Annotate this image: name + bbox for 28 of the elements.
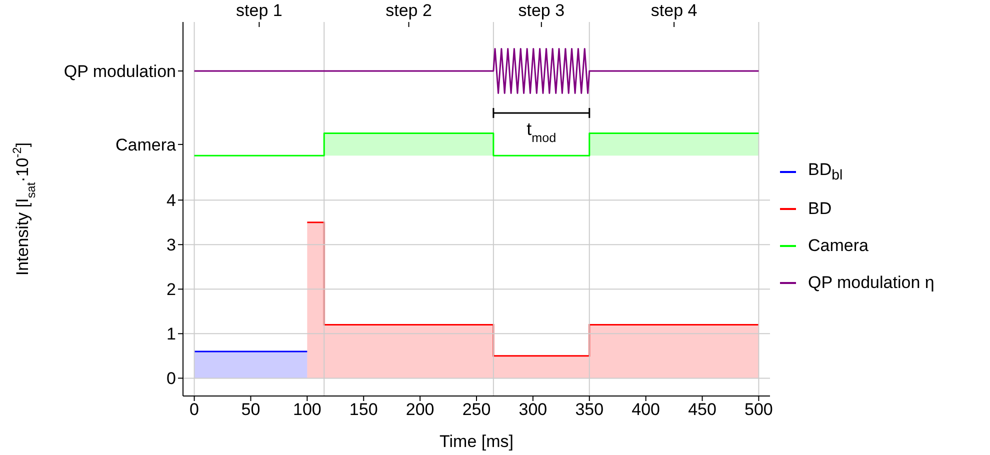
text: step 4: [650, 1, 698, 20]
x-tick-label: 150: [349, 400, 378, 420]
text: step 2: [386, 1, 432, 20]
y-tick-label: Camera: [116, 135, 177, 154]
x-tick-label: 300: [518, 400, 548, 420]
text: step 1: [236, 1, 282, 20]
y-tick-label: 3: [166, 236, 176, 255]
legend-label: BD: [808, 199, 832, 219]
y-tick-label: 1: [166, 324, 176, 344]
x-tick-label: 0: [190, 400, 200, 420]
x-tick-label: 100: [292, 400, 322, 420]
x-tick-label: 350: [575, 400, 604, 420]
legend-label: QP modulation η: [808, 273, 934, 293]
legend-label: BD$_{bl}$: [808, 160, 843, 184]
x-axis-title: Time [ms]: [440, 432, 514, 451]
y-tick-label: 4: [166, 191, 176, 210]
text: step 3: [518, 1, 565, 20]
x-tick-label: 450: [688, 400, 716, 420]
y-tick-label: QP modulation: [64, 62, 176, 82]
y-tick-label: 0: [166, 369, 176, 388]
y-tick-label: 2: [166, 280, 176, 300]
annotation: t$_{mod}$: [526, 118, 556, 145]
legend-label: Camera: [808, 236, 868, 256]
x-tick-label: 500: [744, 400, 773, 420]
x-tick-label: 50: [241, 400, 260, 420]
x-tick-label: 200: [406, 400, 434, 420]
x-tick-label: 400: [632, 400, 660, 420]
x-tick-label: 250: [462, 400, 491, 420]
